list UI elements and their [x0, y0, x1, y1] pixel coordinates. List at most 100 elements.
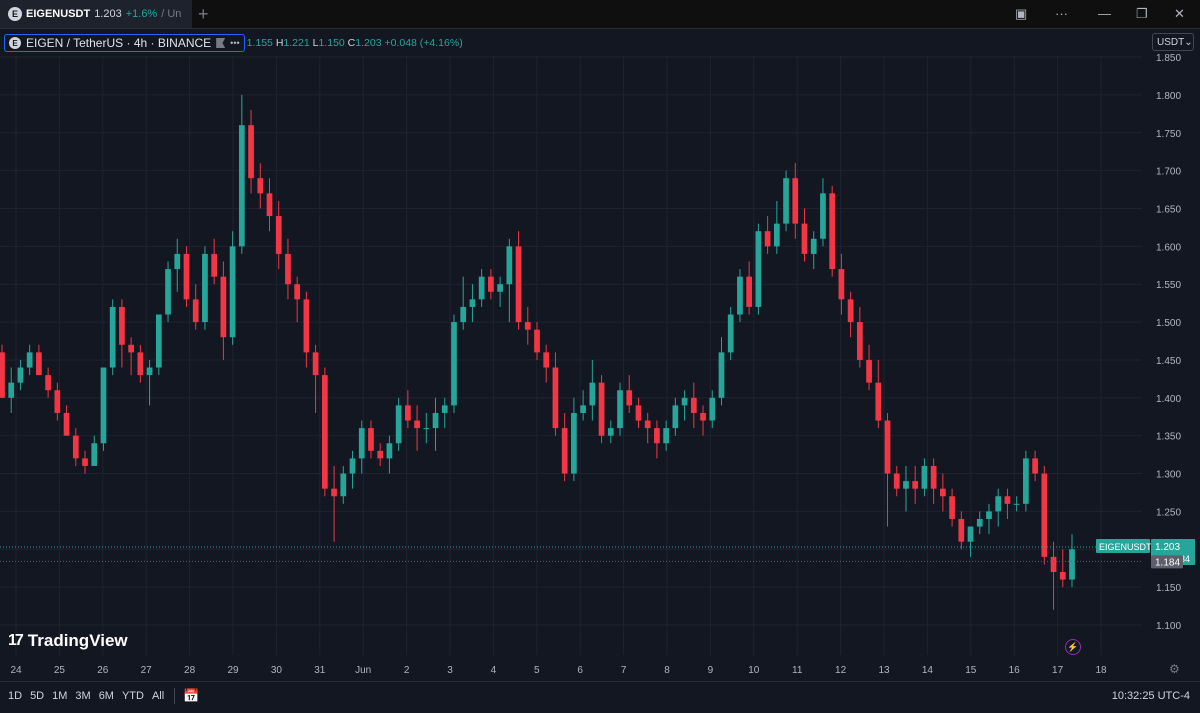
candle-body	[294, 284, 301, 300]
candle-body	[709, 397, 716, 421]
candle-body	[17, 367, 24, 383]
candle-body	[700, 412, 706, 421]
more-icon[interactable]: •••	[230, 38, 240, 48]
minimize-icon[interactable]: —	[1098, 6, 1111, 21]
y-tick-label: 1.850	[1156, 53, 1181, 64]
candle-body	[607, 428, 614, 436]
candle-body	[377, 450, 384, 459]
chart-tab[interactable]: E EIGENUSDT 1.203 +1.6% / Un	[0, 0, 192, 28]
clock[interactable]: 10:32:25 UTC-4	[1111, 690, 1190, 702]
range-1m-button[interactable]: 1M	[52, 690, 68, 702]
range-5d-button[interactable]: 5D	[30, 690, 45, 702]
candle-body	[976, 518, 983, 527]
candle-body	[432, 412, 439, 429]
range-all-button[interactable]: All	[151, 690, 165, 702]
tab-change: +1.6%	[125, 8, 158, 20]
candle-body	[414, 420, 420, 429]
low-label: L	[312, 37, 319, 49]
title-bar: E EIGENUSDT 1.203 +1.6% / Un + ▣ ··· — ❐…	[0, 0, 1200, 29]
candle-body	[580, 405, 586, 413]
x-tick-label: 26	[97, 665, 109, 676]
more-icon[interactable]: ···	[1055, 6, 1068, 21]
candle-body	[8, 382, 15, 398]
y-tick-label: 1.550	[1156, 280, 1181, 291]
candle-body	[663, 428, 669, 444]
candle-body	[488, 276, 494, 292]
range-ytd-button[interactable]: YTD	[121, 690, 144, 702]
candle-body	[810, 238, 817, 254]
candle-body	[755, 231, 762, 307]
range-3m-button[interactable]: 3M	[75, 690, 91, 702]
candle-body	[349, 458, 356, 474]
candle-body	[26, 352, 33, 368]
currency-value: USDT	[1157, 36, 1185, 48]
x-tick-label: 17	[1052, 665, 1064, 676]
y-tick-label: 1.650	[1156, 204, 1181, 215]
candle-body	[54, 390, 61, 413]
candle-body	[45, 375, 51, 391]
y-tick-label: 1.350	[1156, 432, 1181, 443]
candle-body	[82, 458, 88, 466]
candle-body	[552, 367, 559, 429]
candle-body	[303, 299, 310, 353]
x-tick-label: 12	[835, 665, 847, 676]
symbol-search-button[interactable]: E EIGEN / TetherUS · 4h · BINANCE •••	[4, 34, 245, 52]
x-tick-label: 8	[664, 665, 670, 676]
candle-body	[312, 352, 319, 376]
candle-body	[248, 125, 254, 179]
lightning-icon[interactable]: ⚡	[1065, 639, 1081, 655]
symbol-line: EIGEN / TetherUS · 4h · BINANCE	[26, 36, 212, 50]
gear-icon[interactable]: ⚙	[1169, 662, 1180, 676]
candle-body	[589, 382, 596, 406]
candle-body	[119, 306, 125, 345]
candle-body	[561, 428, 568, 474]
candle-body	[986, 511, 992, 519]
candle-body	[1004, 496, 1011, 504]
candle-body	[174, 253, 181, 270]
candle-body	[820, 193, 826, 239]
candle-body	[155, 314, 162, 368]
candle-body	[1023, 458, 1029, 504]
y-tick-label: 1.500	[1156, 318, 1181, 329]
layout-icon[interactable]: ▣	[1015, 6, 1028, 21]
candle-body	[792, 178, 799, 224]
x-tick-label: 2	[404, 665, 410, 676]
y-tick-label: 1.700	[1156, 167, 1181, 178]
candle-body	[506, 246, 513, 285]
range-1d-button[interactable]: 1D	[8, 690, 23, 702]
plus-icon[interactable]: +	[198, 4, 209, 24]
candle-body	[967, 526, 974, 542]
x-tick-label: 11	[792, 665, 803, 676]
candle-body	[995, 496, 1002, 512]
calendar-icon[interactable]: 📅	[183, 688, 200, 703]
candle-body	[727, 314, 734, 353]
last-price-value: 1.203	[1155, 542, 1180, 553]
candle-body	[838, 269, 845, 300]
candle-body	[764, 231, 771, 247]
candle-body	[515, 246, 522, 323]
candle-body	[321, 375, 328, 489]
candle-body	[36, 352, 42, 376]
flag-icon[interactable]	[216, 38, 226, 48]
candle-body	[257, 178, 264, 194]
candle-body	[737, 276, 743, 315]
change-value: +0.048 (+4.16%)	[384, 37, 463, 49]
range-6m-button[interactable]: 6M	[98, 690, 114, 702]
toolbar-divider	[174, 688, 176, 704]
candle-body	[884, 420, 891, 474]
close-icon[interactable]: ✕	[1174, 6, 1185, 21]
candle-body	[478, 276, 485, 300]
candle-body	[912, 481, 919, 489]
currency-select[interactable]: USDT ⌄	[1152, 33, 1194, 51]
x-tick-label: 6	[577, 665, 583, 676]
y-tick-label: 1.250	[1156, 507, 1181, 518]
x-tick-label: 9	[708, 665, 714, 676]
candle-body	[340, 473, 347, 497]
tab-symbol: EIGENUSDT	[26, 8, 91, 20]
low-value: 1.150	[318, 37, 345, 49]
y-tick-label: 1.800	[1156, 91, 1181, 102]
candle-body	[1032, 458, 1038, 474]
maximize-icon[interactable]: ❐	[1136, 6, 1148, 21]
